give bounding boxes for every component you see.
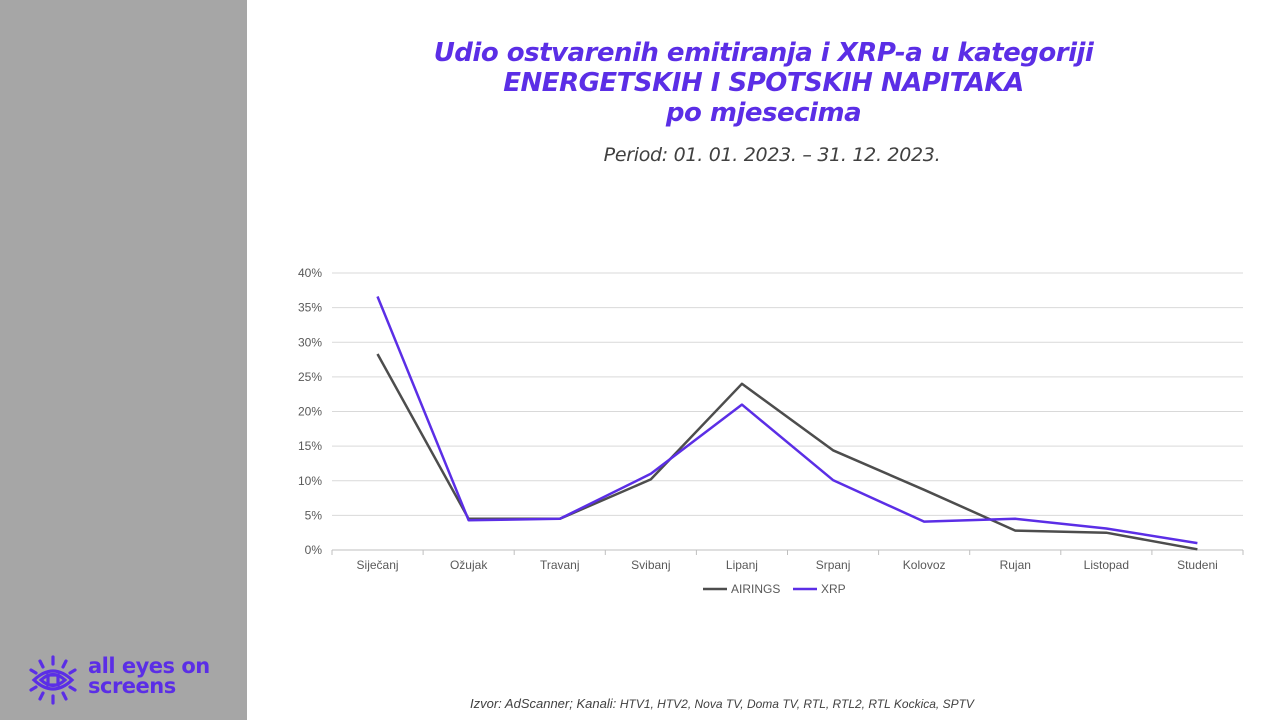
logo-line1: all eyes on bbox=[88, 654, 210, 678]
chart-title: Udio ostvarenih emitiranja i XRP-a u kat… bbox=[247, 38, 1280, 128]
source-note: Izvor: AdScanner; Kanali: HTV1, HTV2, No… bbox=[470, 696, 974, 711]
sidebar-panel bbox=[0, 0, 247, 720]
x-tick-label: Svibanj bbox=[631, 558, 670, 572]
x-tick-label: Rujan bbox=[1000, 558, 1031, 572]
x-tick-label: Travanj bbox=[540, 558, 580, 572]
x-tick-label: Lipanj bbox=[726, 558, 758, 572]
y-tick-label: 10% bbox=[298, 474, 322, 488]
logo-line2: screens bbox=[88, 674, 176, 698]
x-tick-label: Ožujak bbox=[450, 558, 488, 572]
x-tick-label: Siječanj bbox=[357, 558, 399, 572]
line-chart: 0% 5% 10% 15% 20% 25% 30% 35% 40% Siječanj Ožujak T… bbox=[298, 266, 1244, 596]
y-tick-label: 30% bbox=[298, 335, 322, 349]
y-tick-label: 40% bbox=[298, 266, 322, 280]
title-line-1: Udio ostvarenih emitiranja i XRP-a u kat… bbox=[433, 38, 1094, 68]
y-tick-label: 15% bbox=[298, 439, 322, 453]
legend-label: AIRINGS bbox=[731, 582, 780, 596]
eye-logo-icon bbox=[29, 655, 77, 705]
y-tick-label: 5% bbox=[305, 508, 323, 522]
x-tick-label: Srpanj bbox=[816, 558, 851, 572]
y-tick-label: 25% bbox=[298, 370, 322, 384]
x-tick-label: Listopad bbox=[1084, 558, 1129, 572]
source-channels: HTV1, HTV2, Nova TV, Doma TV, RTL, RTL2,… bbox=[619, 697, 974, 711]
y-tick-label: 35% bbox=[298, 301, 322, 315]
source-prefix: Izvor: AdScanner; Kanali: bbox=[470, 696, 620, 711]
chart-subtitle: Period: 01. 01. 2023. – 31. 12. 2023. bbox=[603, 144, 941, 166]
y-tick-label: 20% bbox=[298, 405, 322, 419]
y-tick-label: 0% bbox=[305, 543, 323, 557]
legend-label: XRP bbox=[821, 582, 846, 596]
title-line-3: po mjesecima bbox=[665, 98, 862, 128]
logo: all eyes on screens bbox=[28, 654, 228, 706]
title-line-2: ENERGETSKIH I SPOTSKIH NAPITAKA bbox=[503, 68, 1024, 98]
x-tick-label: Studeni bbox=[1177, 558, 1218, 572]
series-line-xrp bbox=[376, 296, 1198, 545]
x-tick-label: Kolovoz bbox=[903, 558, 946, 572]
